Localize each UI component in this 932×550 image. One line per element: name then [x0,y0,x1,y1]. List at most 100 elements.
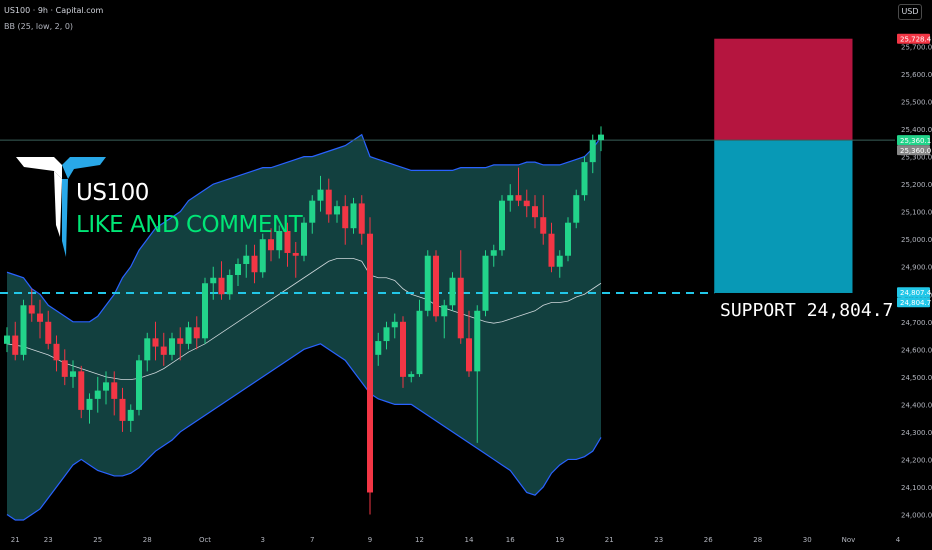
candle-body [111,382,118,399]
price-tag-label: 25,728.4 [900,36,932,44]
candle [12,321,19,361]
price-tag: 24,804.7 [897,297,931,308]
candle [499,195,505,256]
candle-body [177,338,184,344]
candle-body [45,321,52,344]
x-tick-label: Nov [842,536,856,544]
candle-body [474,310,481,372]
candle-body [4,335,10,344]
candle [70,360,76,388]
y-tick-label: 25,200.0 [901,181,932,189]
candle [573,189,580,229]
candle-body [284,230,291,253]
candle-body [103,382,109,391]
price-tag-bg [897,145,930,156]
chart-subtitle: LIKE AND COMMENT [76,212,303,238]
candle [144,332,151,372]
candle-body [358,203,365,234]
x-tick-label: 26 [704,536,713,544]
candle-body [94,390,101,399]
candle-body [86,398,93,410]
candle-body [169,338,175,355]
candle-body [218,277,225,295]
candle [565,217,571,262]
y-tick-label: 24,400.0 [901,401,932,409]
time-axis-bg [0,528,932,550]
candle-body [37,313,43,322]
candle-body [70,371,76,377]
price-tag-label: 24,804.7 [900,299,931,307]
y-tick-label: 25,600.0 [901,71,932,79]
candle [416,299,423,377]
candle-body [235,263,241,275]
candle-body [598,134,604,141]
candle [466,310,472,377]
candle [226,269,233,300]
candle [400,316,406,388]
candle [424,250,431,317]
candle [61,349,68,386]
take-profit-zone [714,140,853,293]
bollinger-lower-line [6,343,602,521]
brand-logo [16,157,106,257]
candle [20,299,27,361]
candle [284,222,291,267]
candle-body [573,195,580,223]
candle [127,404,134,432]
candle-body [243,255,250,264]
y-tick-label: 24,100.0 [901,484,932,492]
indicator-legend[interactable]: BB (25, low, 2, 0) [4,22,74,31]
candle-body [317,189,324,201]
candle-body [210,277,217,284]
candle [350,197,357,234]
y-tick-label: 25,300.0 [901,154,932,162]
candle-body [408,374,415,377]
support-label: SUPPORT 24,804.7 [720,300,893,321]
candle [28,288,35,322]
candle-body [383,327,390,342]
candle [441,299,448,339]
x-tick-label: 9 [368,536,372,544]
currency-button[interactable]: USD [898,4,922,20]
candle-body [28,305,35,314]
candle-body [202,283,208,339]
candle [507,184,514,212]
x-tick-label: 16 [506,536,515,544]
symbol-info: US100 · 9h · Capital.com [4,6,104,15]
candle-body [309,200,316,223]
candle [589,134,596,174]
candle-body [136,360,142,410]
candle-body [12,335,19,355]
support-value: 24,804.7 [806,300,894,321]
candle [78,365,85,419]
candle-body [490,250,497,256]
candle-body [400,321,406,377]
candle [342,195,349,245]
candle-body [259,239,266,273]
candle-body [226,275,233,295]
candle-body [441,305,448,317]
candle [218,261,225,300]
candle-body [367,233,373,493]
candle [259,233,266,278]
price-tag: 25,360.0 [897,145,931,156]
candle [292,241,299,278]
candle [334,200,340,223]
x-tick-label: 14 [465,536,474,544]
y-tick-label: 24,000.0 [901,511,932,519]
candle-body [53,343,60,361]
price-axis-bg [895,0,932,550]
candle [532,195,538,229]
candle [235,258,241,287]
candle-body [548,233,555,267]
candle [152,321,159,361]
candle-body [556,255,563,267]
candle-body [78,371,85,410]
x-tick-label: 4 [896,536,901,544]
candle-body [375,341,382,355]
candle-body [61,360,68,377]
y-tick-label: 25,000.0 [901,236,932,244]
x-tick-label: Oct [199,536,211,544]
candle [268,228,274,262]
